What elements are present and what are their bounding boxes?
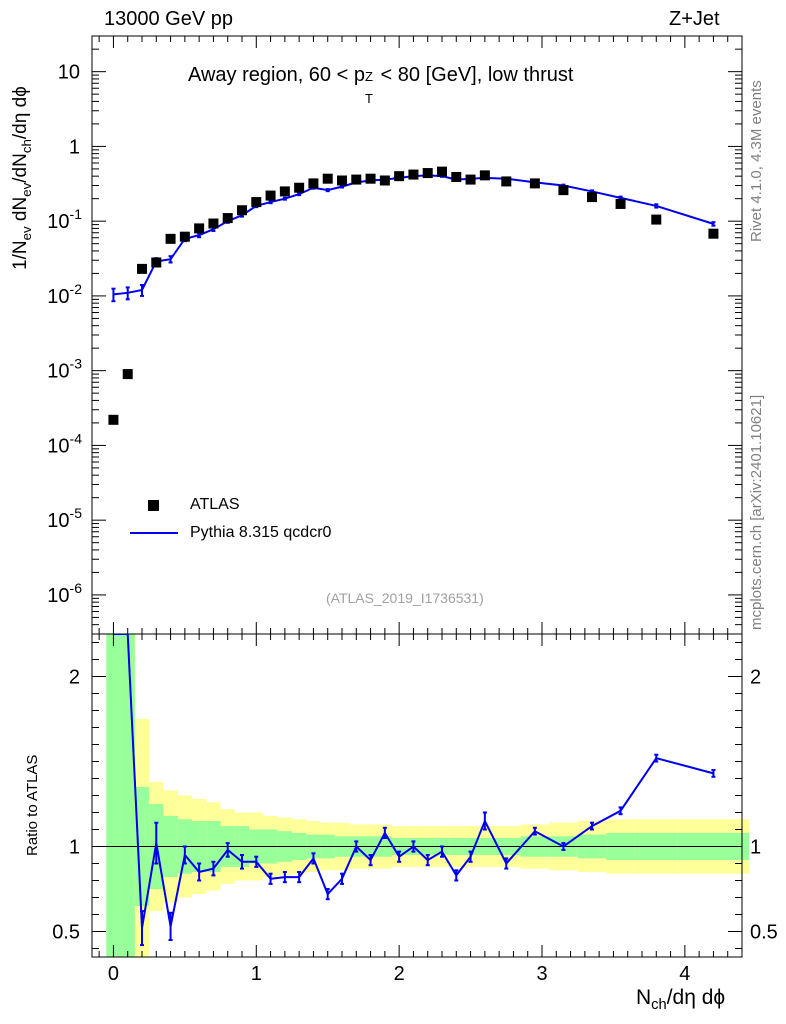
data-point-27 xyxy=(501,176,512,187)
ratio-y-tick-label-right-2: 2 xyxy=(750,667,761,689)
ratio-y-tick-label-left-2: 2 xyxy=(69,667,80,689)
y-tick-label-1: 1 xyxy=(69,136,80,158)
data-series-main xyxy=(108,166,719,425)
data-point-13 xyxy=(294,182,305,193)
plot-title-prefix: Away region, 60 < p xyxy=(188,64,365,86)
data-point-30 xyxy=(587,192,597,203)
data-point-11 xyxy=(265,190,276,201)
mcplots-label: mcplots.cern.ch [arXiv:2401.10621] xyxy=(748,394,765,630)
band-inner-0 xyxy=(106,634,121,957)
mc-series-main xyxy=(111,173,716,303)
data-point-4 xyxy=(165,233,176,244)
mc-line xyxy=(113,174,714,296)
data-point-23 xyxy=(437,166,447,177)
data-point-20 xyxy=(394,171,405,182)
y-tick-label-10^-6: 10-6 xyxy=(47,580,82,607)
data-point-24 xyxy=(451,171,462,182)
data-point-32 xyxy=(651,214,662,225)
data-point-21 xyxy=(408,169,419,180)
y-axis-label-main: 1/Nev dNev/dNch/dη dϕ xyxy=(10,86,34,270)
x-tick-label-0: 0 xyxy=(108,963,119,985)
y-tick-label-10: 10 xyxy=(58,62,80,84)
data-point-31 xyxy=(615,198,626,209)
data-point-16 xyxy=(337,175,347,186)
legend-mc-label: Pythia 8.315 qcdcr0 xyxy=(190,524,332,541)
header-left-label: 13000 GeV pp xyxy=(104,8,233,30)
legend-data-label: ATLAS xyxy=(190,496,240,513)
ratio-y-tick-label-left-1: 1 xyxy=(69,837,80,859)
plot-title-sup: Z xyxy=(364,69,373,84)
data-point-2 xyxy=(137,263,147,274)
ratio-y-tick-label-left-0.5: 0.5 xyxy=(52,922,80,944)
x-tick-label-1: 1 xyxy=(251,963,262,985)
data-point-15 xyxy=(322,173,333,184)
legend-data-marker xyxy=(148,500,159,511)
x-axis-label: Nch/dη dϕ xyxy=(636,986,726,1014)
y-axis-label-ratio: Ratio to ATLAS xyxy=(24,754,41,856)
data-point-12 xyxy=(279,186,290,197)
y-tick-label-10^-1: 10-1 xyxy=(47,206,82,233)
mc-series-ratio xyxy=(113,634,716,947)
plot-title-suffix: < 80 [GeV], low thrust xyxy=(374,64,574,86)
data-point-1 xyxy=(122,369,133,380)
data-point-7 xyxy=(208,218,219,229)
data-point-17 xyxy=(351,174,362,185)
band-inner-1 xyxy=(120,634,135,957)
data-point-9 xyxy=(237,205,247,216)
data-point-19 xyxy=(379,175,390,186)
data-point-33 xyxy=(708,228,719,239)
data-point-3 xyxy=(151,257,162,268)
data-point-0 xyxy=(108,414,119,425)
data-point-26 xyxy=(479,170,490,181)
ratio-uncertainty-bands xyxy=(92,634,750,957)
data-point-5 xyxy=(179,231,190,242)
ratio-y-tick-label-right-0.5: 0.5 xyxy=(750,922,778,944)
data-point-28 xyxy=(529,178,540,189)
rivet-version-label: Rivet 4.1.0, 4.3M events xyxy=(748,80,765,242)
ratio-y-tick-label-right-1: 1 xyxy=(750,837,761,859)
x-tick-label-4: 4 xyxy=(679,963,690,985)
data-point-6 xyxy=(194,223,205,234)
data-point-25 xyxy=(465,174,476,185)
plot-title-sub: T xyxy=(364,91,373,106)
data-point-18 xyxy=(365,173,376,184)
y-tick-label-10^-5: 10-5 xyxy=(47,505,82,532)
legend-marks xyxy=(130,500,178,534)
header-right-label: Z+Jet xyxy=(669,8,720,30)
data-point-10 xyxy=(251,197,262,208)
ratio-mc-line xyxy=(113,634,714,929)
analysis-id: (ATLAS_2019_I1736531) xyxy=(326,590,484,606)
y-tick-label-10^-2: 10-2 xyxy=(47,281,82,308)
x-tick-label-2: 2 xyxy=(394,963,405,985)
data-point-8 xyxy=(222,213,233,224)
x-tick-label-3: 3 xyxy=(536,963,547,985)
y-tick-label-10^-3: 10-3 xyxy=(47,356,82,383)
data-point-14 xyxy=(308,178,319,189)
main-panel-frame xyxy=(91,35,743,635)
y-tick-label-10^-4: 10-4 xyxy=(47,430,82,457)
data-point-29 xyxy=(558,185,569,196)
data-point-22 xyxy=(422,168,433,179)
